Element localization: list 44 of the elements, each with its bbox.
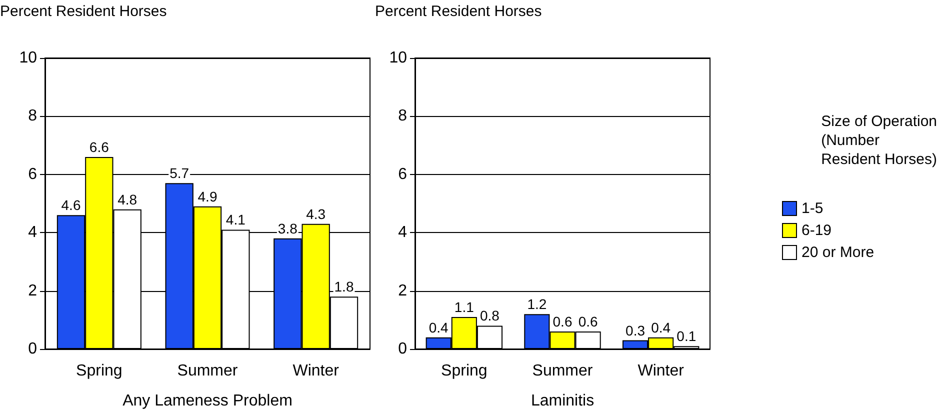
data-label: 4.1 bbox=[226, 212, 246, 228]
y-tick-label: 0 bbox=[28, 340, 38, 358]
data-label: 1.8 bbox=[334, 278, 354, 295]
data-label: 3.8 bbox=[278, 220, 298, 236]
legend-title: Size of Operation (Number Resident Horses) bbox=[821, 113, 937, 168]
y-tick-label: 2 bbox=[398, 282, 408, 300]
x-tick-label: Winter bbox=[638, 362, 685, 380]
data-label: 1.2 bbox=[527, 296, 547, 312]
y-tick-label: 6 bbox=[28, 166, 38, 183]
legend-label: 6-19 bbox=[802, 222, 832, 239]
data-label: 0.4 bbox=[428, 319, 449, 336]
y-tick-label: 8 bbox=[398, 108, 408, 125]
data-label: 0.3 bbox=[626, 322, 646, 338]
y-tick-label: 8 bbox=[28, 108, 38, 125]
data-label: 4.6 bbox=[61, 197, 81, 214]
x-axis-title: Any Lameness Problem bbox=[122, 392, 292, 410]
y-axis-title: Percent Resident Horses bbox=[375, 3, 542, 20]
x-tick-label: Summer bbox=[532, 362, 594, 380]
x-axis-title: Laminitis bbox=[530, 392, 594, 410]
data-label: 0.6 bbox=[552, 314, 572, 330]
x-tick-label: Spring bbox=[441, 362, 488, 380]
y-tick-label: 10 bbox=[19, 50, 38, 66]
y-tick-label: 0 bbox=[398, 340, 408, 358]
x-tick-label: Spring bbox=[76, 362, 122, 380]
data-label: 5.7 bbox=[170, 165, 190, 182]
data-label: 4.8 bbox=[118, 191, 138, 208]
y-tick-label: 2 bbox=[28, 282, 38, 300]
data-label: 0.6 bbox=[578, 314, 598, 330]
y-tick-label: 4 bbox=[398, 224, 408, 242]
data-label: 4.3 bbox=[306, 206, 326, 222]
data-label: 0.4 bbox=[651, 319, 671, 336]
data-label: 4.9 bbox=[198, 188, 218, 204]
data-label: 0.8 bbox=[480, 308, 500, 324]
y-axis-title: Percent Resident Horses bbox=[0, 3, 167, 20]
y-tick-label: 4 bbox=[28, 224, 38, 242]
x-tick-label: Summer bbox=[177, 362, 238, 380]
legend-label: 1-5 bbox=[802, 200, 824, 217]
y-tick-label: 10 bbox=[389, 50, 408, 66]
data-label: 0.1 bbox=[676, 328, 696, 344]
y-tick-label: 6 bbox=[398, 166, 408, 183]
data-label: 6.6 bbox=[89, 138, 110, 155]
data-label: 1.1 bbox=[454, 298, 474, 315]
x-tick-label: Winter bbox=[292, 362, 340, 380]
legend-label: 20 or More bbox=[802, 244, 874, 261]
